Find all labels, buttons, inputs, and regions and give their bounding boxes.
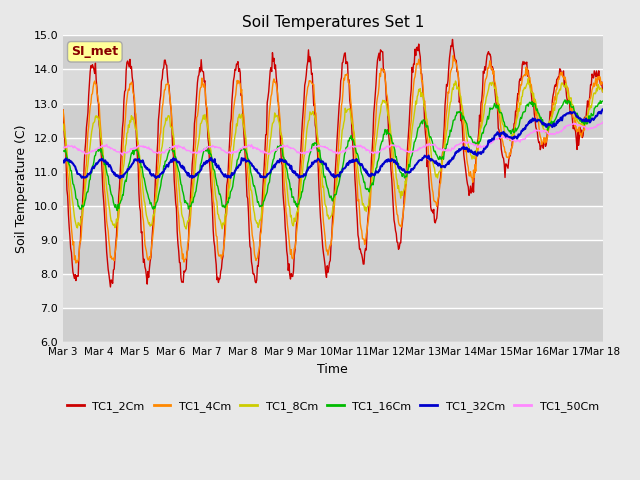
Line: TC1_2Cm: TC1_2Cm bbox=[63, 39, 602, 287]
TC1_32Cm bbox=[125, 166, 133, 172]
Line: TC1_16Cm: TC1_16Cm bbox=[63, 100, 602, 211]
TC1_50Cm bbox=[180, 144, 188, 150]
TC1_32Cm bbox=[180, 164, 188, 170]
TC1_50Cm bbox=[598, 120, 606, 125]
TC1_2Cm bbox=[180, 268, 188, 274]
Bar bbox=[63, 70, 602, 104]
TC1_16Cm bbox=[561, 97, 569, 103]
Bar bbox=[63, 104, 602, 138]
TC1_16Cm bbox=[598, 98, 606, 104]
Title: Soil Temperatures Set 1: Soil Temperatures Set 1 bbox=[242, 15, 424, 30]
Line: TC1_50Cm: TC1_50Cm bbox=[63, 122, 602, 155]
Bar bbox=[63, 274, 602, 308]
TC1_4Cm bbox=[449, 53, 457, 59]
TC1_16Cm bbox=[399, 171, 407, 177]
TC1_2Cm bbox=[415, 41, 422, 47]
TC1_2Cm bbox=[209, 208, 216, 214]
TC1_8Cm bbox=[415, 86, 422, 92]
Bar bbox=[63, 138, 602, 172]
TC1_32Cm bbox=[69, 160, 77, 166]
TC1_32Cm bbox=[399, 168, 407, 173]
TC1_16Cm bbox=[209, 161, 216, 167]
TC1_32Cm bbox=[116, 175, 124, 181]
TC1_8Cm bbox=[182, 226, 190, 232]
TC1_50Cm bbox=[415, 147, 422, 153]
TC1_2Cm bbox=[399, 214, 407, 219]
TC1_8Cm bbox=[60, 121, 67, 127]
TC1_2Cm bbox=[69, 269, 77, 275]
TC1_2Cm bbox=[60, 107, 67, 113]
TC1_32Cm bbox=[60, 159, 67, 165]
TC1_4Cm bbox=[72, 260, 80, 266]
TC1_8Cm bbox=[125, 122, 132, 128]
Line: TC1_8Cm: TC1_8Cm bbox=[63, 79, 602, 229]
Line: TC1_32Cm: TC1_32Cm bbox=[63, 109, 602, 178]
TC1_8Cm bbox=[399, 189, 407, 195]
Y-axis label: Soil Temperature (C): Soil Temperature (C) bbox=[15, 124, 28, 253]
TC1_16Cm bbox=[69, 181, 77, 187]
TC1_8Cm bbox=[598, 89, 606, 95]
TC1_8Cm bbox=[179, 216, 187, 221]
Bar bbox=[63, 206, 602, 240]
TC1_50Cm bbox=[399, 147, 407, 153]
TC1_4Cm bbox=[60, 107, 67, 113]
TC1_50Cm bbox=[69, 144, 77, 150]
Line: TC1_4Cm: TC1_4Cm bbox=[63, 56, 602, 263]
Text: SI_met: SI_met bbox=[71, 45, 118, 58]
TC1_32Cm bbox=[415, 158, 422, 164]
Bar bbox=[63, 36, 602, 70]
TC1_50Cm bbox=[60, 144, 67, 150]
TC1_4Cm bbox=[180, 259, 188, 265]
TC1_50Cm bbox=[118, 152, 126, 158]
TC1_2Cm bbox=[449, 36, 456, 42]
TC1_4Cm bbox=[415, 56, 422, 62]
Bar bbox=[63, 240, 602, 274]
X-axis label: Time: Time bbox=[317, 362, 348, 375]
TC1_16Cm bbox=[125, 161, 133, 167]
TC1_2Cm bbox=[598, 89, 606, 95]
Bar bbox=[63, 172, 602, 206]
TC1_2Cm bbox=[107, 284, 115, 290]
TC1_16Cm bbox=[415, 124, 422, 130]
TC1_4Cm bbox=[399, 214, 407, 219]
TC1_4Cm bbox=[125, 87, 133, 93]
TC1_16Cm bbox=[60, 148, 67, 154]
Bar bbox=[63, 308, 602, 342]
TC1_8Cm bbox=[69, 201, 77, 206]
TC1_4Cm bbox=[598, 80, 606, 85]
TC1_16Cm bbox=[113, 208, 121, 214]
TC1_50Cm bbox=[125, 149, 133, 155]
TC1_4Cm bbox=[209, 183, 216, 189]
TC1_2Cm bbox=[125, 64, 133, 70]
TC1_4Cm bbox=[69, 242, 77, 248]
TC1_8Cm bbox=[209, 165, 216, 171]
Legend: TC1_2Cm, TC1_4Cm, TC1_8Cm, TC1_16Cm, TC1_32Cm, TC1_50Cm: TC1_2Cm, TC1_4Cm, TC1_8Cm, TC1_16Cm, TC1… bbox=[62, 397, 604, 417]
TC1_32Cm bbox=[209, 158, 216, 164]
TC1_16Cm bbox=[180, 194, 188, 200]
TC1_50Cm bbox=[209, 143, 216, 148]
TC1_8Cm bbox=[524, 76, 532, 82]
TC1_32Cm bbox=[598, 107, 606, 112]
